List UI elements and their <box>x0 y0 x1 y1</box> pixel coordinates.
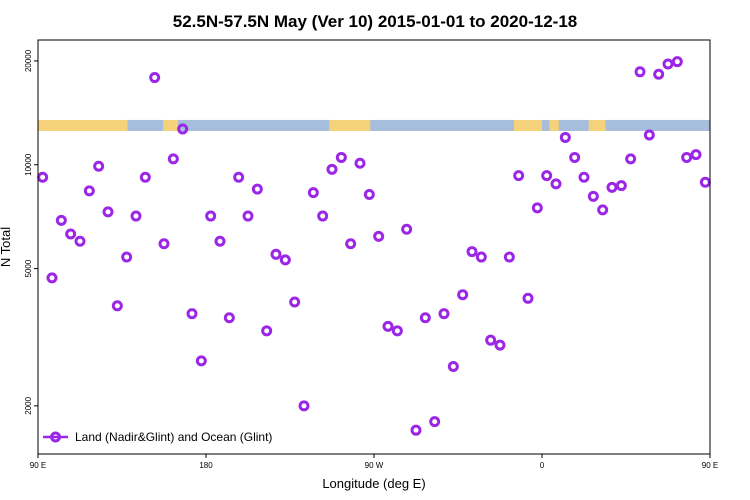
data-point <box>382 320 394 332</box>
data-point <box>363 188 375 200</box>
data-point <box>494 339 506 351</box>
x-tick-label: 180 <box>199 461 213 470</box>
data-point <box>671 56 683 68</box>
data-point <box>634 66 646 78</box>
data-point <box>37 171 49 183</box>
data-point <box>93 160 105 172</box>
data-point <box>46 272 58 284</box>
data-point <box>690 149 702 161</box>
data-point <box>625 153 637 165</box>
data-point <box>55 214 67 226</box>
data-point <box>345 238 357 250</box>
data-point <box>503 251 515 263</box>
data-point <box>298 400 310 412</box>
data-point <box>373 230 385 242</box>
x-tick-label: 90 E <box>30 461 46 470</box>
data-point <box>111 300 123 312</box>
data-point <box>653 68 665 80</box>
data-point <box>102 206 114 218</box>
data-point <box>121 251 133 263</box>
y-tick-label: 10000 <box>24 153 33 176</box>
data-point <box>186 308 198 320</box>
data-point <box>139 171 151 183</box>
data-point <box>158 238 170 250</box>
data-point <box>177 123 189 135</box>
data-point <box>214 235 226 247</box>
data-point <box>578 171 590 183</box>
ocean-band <box>370 119 514 131</box>
y-tick-label: 5000 <box>24 259 33 277</box>
x-axis-label: Longitude (deg E) <box>322 476 425 491</box>
plot-frame <box>37 39 711 455</box>
data-point <box>597 204 609 216</box>
data-points <box>37 56 711 436</box>
data-point <box>307 187 319 199</box>
data-point <box>279 254 291 266</box>
data-point <box>205 210 217 222</box>
data-point <box>391 325 403 337</box>
x-axis-ticks: 90 E 180 90 W 0 90 E <box>30 454 718 470</box>
data-point <box>401 223 413 235</box>
data-point <box>662 58 674 70</box>
y-tick-label: 20000 <box>24 49 33 72</box>
data-point <box>242 210 254 222</box>
ocean-band <box>605 119 710 131</box>
data-point <box>550 178 562 190</box>
data-point <box>522 292 534 304</box>
x-tick-label: 90 W <box>365 461 384 470</box>
data-point <box>233 171 245 183</box>
data-point <box>681 151 693 163</box>
data-point <box>587 190 599 202</box>
data-point <box>541 170 553 182</box>
data-point <box>438 308 450 320</box>
data-point <box>289 296 301 308</box>
data-point <box>531 202 543 214</box>
data-point <box>317 210 329 222</box>
data-point <box>569 151 581 163</box>
ocean-band <box>178 119 330 131</box>
data-point <box>447 361 459 373</box>
data-point <box>466 246 478 258</box>
data-point <box>354 157 366 169</box>
data-point <box>429 416 441 428</box>
data-point <box>457 289 469 301</box>
data-point <box>251 183 263 195</box>
data-point <box>167 153 179 165</box>
y-axis-label: N Total <box>0 227 13 267</box>
ocean-band <box>127 119 164 131</box>
data-point <box>513 170 525 182</box>
data-point <box>559 131 571 143</box>
data-point <box>643 129 655 141</box>
x-tick-label: 90 E <box>702 461 718 470</box>
chart-title: 52.5N-57.5N May (Ver 10) 2015-01-01 to 2… <box>173 12 577 31</box>
data-point <box>699 176 711 188</box>
y-tick-label: 2000 <box>24 396 33 414</box>
legend: Land (Nadir&Glint) and Ocean (Glint) <box>43 430 272 444</box>
data-point <box>326 163 338 175</box>
data-point <box>74 235 86 247</box>
data-point <box>65 228 77 240</box>
data-point <box>149 72 161 84</box>
ocean-band <box>542 119 550 131</box>
land-ocean-strip <box>38 119 710 131</box>
data-point <box>615 180 627 192</box>
data-point <box>410 424 422 436</box>
data-point <box>606 181 618 193</box>
data-point <box>223 312 235 324</box>
ocean-band <box>558 119 589 131</box>
legend-label: Land (Nadir&Glint) and Ocean (Glint) <box>75 430 272 444</box>
data-point <box>261 325 273 337</box>
data-point <box>485 334 497 346</box>
x-tick-label: 0 <box>540 461 545 470</box>
legend-marker <box>50 431 61 443</box>
data-point <box>130 210 142 222</box>
data-point <box>475 251 487 263</box>
data-point <box>195 355 207 367</box>
data-point <box>270 248 282 260</box>
data-point <box>419 312 431 324</box>
data-point <box>335 151 347 163</box>
y-axis-ticks: 2000 5000 10000 20000 <box>24 49 38 415</box>
data-point <box>83 185 95 197</box>
